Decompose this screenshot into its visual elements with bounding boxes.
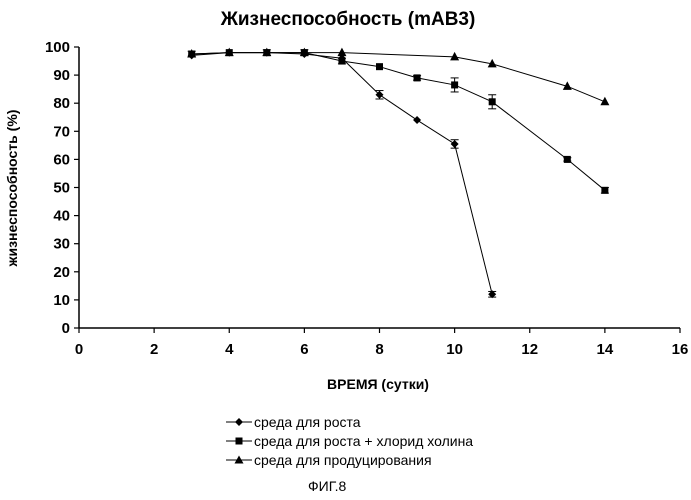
- series-line: [192, 53, 605, 191]
- x-tick-label: 14: [597, 341, 614, 358]
- data-point-triangle: [450, 52, 459, 61]
- legend-item-growth: среда для роста: [226, 412, 626, 431]
- data-point-diamond: [413, 116, 421, 124]
- data-point-triangle: [600, 97, 609, 106]
- x-tick-label: 0: [75, 341, 83, 358]
- x-tick-label: 10: [446, 341, 463, 358]
- x-tick-label: 2: [150, 341, 158, 358]
- data-point-triangle: [337, 48, 346, 57]
- data-point-diamond: [451, 140, 459, 148]
- legend: среда для роста среда для роста + хлорид…: [226, 412, 626, 469]
- legend-square-marker-icon: [226, 435, 252, 447]
- y-tick-label: 40: [53, 208, 70, 225]
- data-point-square: [451, 81, 458, 88]
- y-tick-label: 90: [53, 67, 70, 84]
- y-tick-label: 10: [53, 292, 70, 309]
- y-tick-label: 60: [53, 151, 70, 168]
- x-axis-label: ВРЕМЯ (сутки): [327, 376, 429, 392]
- data-point-square: [564, 156, 571, 163]
- data-point-square: [376, 63, 383, 70]
- series-line: [192, 53, 493, 295]
- legend-item-production: среда для продуцирования: [226, 450, 626, 469]
- x-tick-label: 8: [375, 341, 383, 358]
- legend-triangle-marker-icon: [226, 454, 252, 466]
- y-axis-label: жизнеспособность (%): [4, 110, 20, 268]
- legend-diamond-marker-icon: [226, 416, 252, 428]
- legend-item-growth-choline: среда для роста + хлорид холина: [226, 431, 626, 450]
- chart-title: Жизнеспособность (mAB3): [220, 9, 476, 30]
- y-tick-label: 50: [53, 180, 70, 197]
- x-tick-label: 16: [672, 341, 689, 358]
- y-tick-label: 80: [53, 95, 70, 112]
- data-point-square: [601, 187, 608, 194]
- y-tick-label: 70: [53, 123, 70, 140]
- y-tick-label: 0: [62, 320, 70, 337]
- series-1: [188, 49, 609, 194]
- y-tick-label: 30: [53, 236, 70, 253]
- x-tick-label: 6: [300, 341, 308, 358]
- x-tick-label: 12: [521, 341, 538, 358]
- series-layer: [187, 48, 609, 299]
- legend-label-growth: среда для роста: [254, 414, 361, 430]
- legend-label-production: среда для продуцирования: [254, 452, 432, 468]
- series-2: [187, 48, 609, 106]
- legend-label-growth-choline: среда для роста + хлорид холина: [254, 433, 473, 449]
- x-tick-label: 4: [225, 341, 234, 358]
- y-tick-label: 20: [53, 264, 70, 281]
- axes: 0 10 20 30 40 50 60 70 80 90 100 0 2 4 6 8 10 12 14 16: [45, 39, 688, 358]
- data-point-square: [489, 98, 496, 105]
- y-tick-label: 100: [45, 39, 70, 56]
- series-0: [188, 49, 497, 299]
- data-point-square: [414, 74, 421, 81]
- series-line: [192, 53, 605, 102]
- figure-label: ФИГ.8: [308, 478, 346, 494]
- viability-chart: Жизнеспособность (mAB3) 0102030405060708…: [0, 0, 691, 420]
- data-point-square: [338, 58, 345, 65]
